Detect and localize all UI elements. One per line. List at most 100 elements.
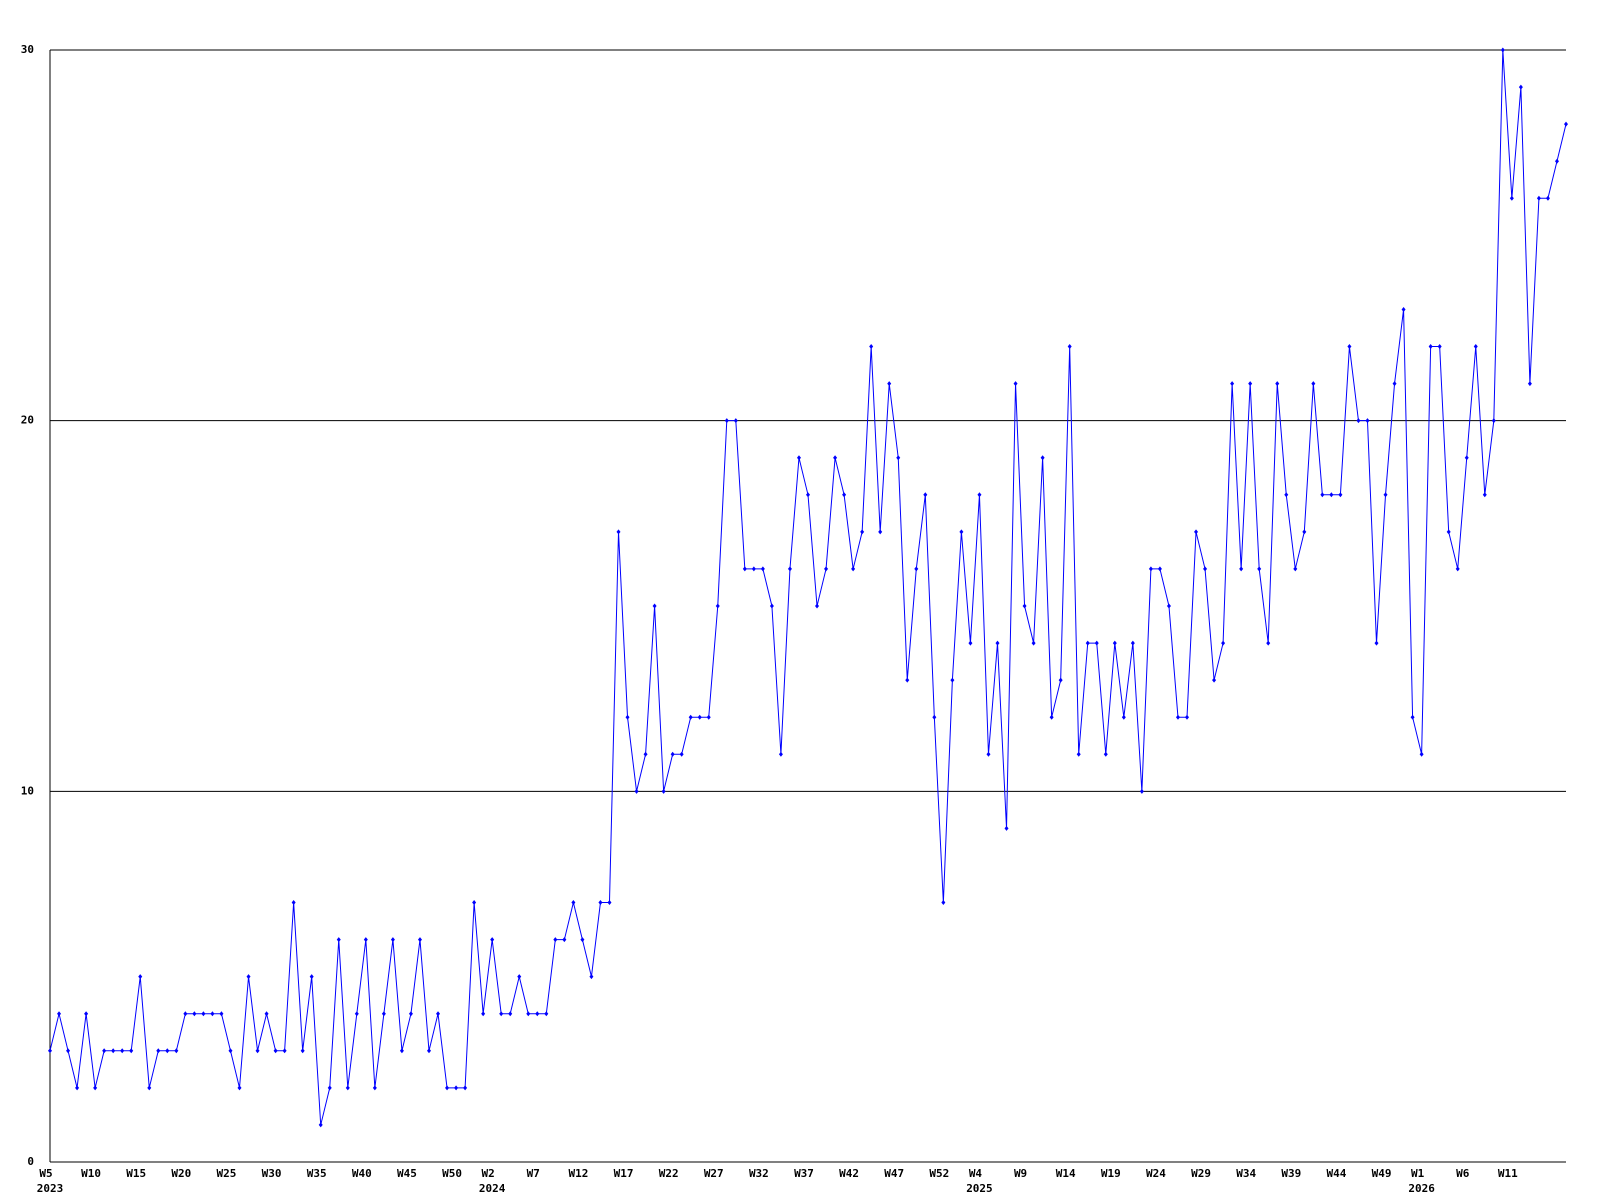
data-point <box>1410 714 1415 720</box>
x-tick-label: W11 <box>1498 1167 1518 1180</box>
data-point <box>571 900 576 906</box>
data-point <box>219 1011 224 1017</box>
data-point <box>923 492 928 498</box>
x-tick-label: W25 <box>217 1167 237 1180</box>
x-tick-label: W17 <box>614 1167 634 1180</box>
data-point <box>354 1011 359 1017</box>
data-point <box>824 566 829 572</box>
data-point <box>697 714 702 720</box>
data-point <box>986 751 991 757</box>
data-point <box>1302 529 1307 535</box>
data-point <box>1094 640 1099 646</box>
x-year-label: 2026 <box>1408 1182 1435 1195</box>
data-point <box>399 1048 404 1054</box>
data-point <box>526 1011 531 1017</box>
y-tick-label: 10 <box>21 784 34 797</box>
data-point <box>264 1011 269 1017</box>
data-point <box>1058 677 1063 683</box>
data-point <box>959 529 964 535</box>
data-point <box>490 937 495 943</box>
data-point <box>941 900 946 906</box>
data-point <box>309 974 314 980</box>
data-point <box>1374 640 1379 646</box>
data-point <box>1266 640 1271 646</box>
data-point <box>417 937 422 943</box>
data-point <box>1464 455 1469 461</box>
x-tick-label: W29 <box>1191 1167 1211 1180</box>
data-point <box>1004 825 1009 831</box>
data-point <box>246 974 251 980</box>
data-point <box>318 1122 323 1128</box>
data-point <box>300 1048 305 1054</box>
data-point <box>733 418 738 424</box>
data-point <box>1482 492 1487 498</box>
x-tick-label: W52 <box>929 1167 949 1180</box>
data-point <box>1536 195 1541 201</box>
data-point <box>436 1011 441 1017</box>
x-tick-label: W20 <box>171 1167 191 1180</box>
x-tick-label: W37 <box>794 1167 814 1180</box>
data-point <box>147 1085 152 1091</box>
data-point <box>1455 566 1460 572</box>
data-point <box>1329 492 1334 498</box>
data-point <box>1257 566 1262 572</box>
data-point <box>372 1085 377 1091</box>
data-point <box>427 1048 431 1054</box>
x-tick-label: W9 <box>1014 1167 1027 1180</box>
data-point <box>75 1085 80 1091</box>
data-point <box>1491 418 1496 424</box>
data-point <box>535 1011 540 1017</box>
data-point <box>1049 714 1054 720</box>
data-point <box>995 640 1000 646</box>
x-tick-label: W32 <box>749 1167 769 1180</box>
x-tick-label: W14 <box>1056 1167 1076 1180</box>
data-point <box>273 1048 278 1054</box>
data-point <box>93 1085 98 1091</box>
data-point <box>1194 529 1199 535</box>
data-point <box>1166 603 1171 609</box>
data-point <box>463 1085 468 1091</box>
data-point <box>129 1048 134 1054</box>
data-point <box>156 1048 161 1054</box>
data-point <box>381 1011 386 1017</box>
data-point <box>932 714 937 720</box>
data-point <box>138 974 143 980</box>
x-tick-label: W4 <box>969 1167 983 1180</box>
x-tick-label: W47 <box>884 1167 904 1180</box>
data-point <box>715 603 720 609</box>
data-point <box>634 788 639 794</box>
data-point <box>472 900 477 906</box>
data-point <box>643 751 648 757</box>
data-point <box>111 1048 116 1054</box>
data-point <box>544 1011 549 1017</box>
data-point <box>553 937 558 943</box>
data-point <box>1356 418 1361 424</box>
data-point <box>183 1011 188 1017</box>
data-point <box>1500 47 1505 53</box>
data-point <box>796 455 801 461</box>
data-point <box>57 1011 62 1017</box>
data-point <box>228 1048 233 1054</box>
data-point <box>670 751 675 757</box>
data-point <box>1040 455 1045 461</box>
data-point <box>1121 714 1126 720</box>
x-tick-label: W34 <box>1236 1167 1256 1180</box>
data-line <box>49 49 1567 1126</box>
data-point <box>1212 677 1217 683</box>
data-point <box>1518 84 1523 90</box>
data-point <box>598 900 603 906</box>
x-tick-label: W10 <box>81 1167 101 1180</box>
x-tick-label: W27 <box>704 1167 724 1180</box>
data-point <box>1564 121 1568 127</box>
data-point <box>1275 381 1280 387</box>
x-year-label: 2024 <box>479 1182 506 1195</box>
data-point <box>408 1011 413 1017</box>
x-tick-label: W6 <box>1456 1167 1470 1180</box>
data-point <box>842 492 847 498</box>
data-point <box>1148 566 1153 572</box>
data-point <box>679 751 684 757</box>
data-point <box>363 937 368 943</box>
x-tick-label: W15 <box>126 1167 146 1180</box>
x-tick-label: W19 <box>1101 1167 1121 1180</box>
x-tick-label: W7 <box>527 1167 540 1180</box>
